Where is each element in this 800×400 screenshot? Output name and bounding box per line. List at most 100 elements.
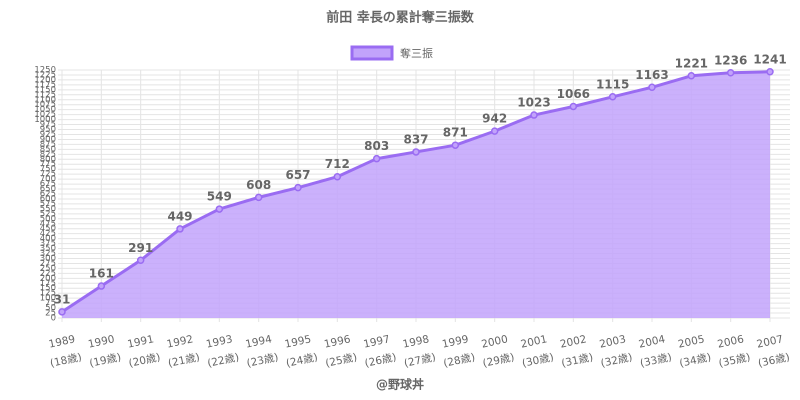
point [451, 141, 460, 149]
data-label: 803 [364, 139, 389, 153]
data-label: 1066 [557, 87, 590, 101]
x-tick-age: (35歳) [718, 351, 752, 369]
y-tick-label: 350 [40, 244, 56, 254]
y-tick-label: 1075 [34, 100, 56, 110]
point [372, 154, 381, 163]
point [254, 193, 263, 202]
y-tick-label: 900 [40, 135, 56, 145]
x-tick-age: (19歳) [88, 351, 122, 369]
x-tick-age: (21歳) [167, 351, 201, 369]
y-tick-label: 800 [40, 155, 56, 165]
y-tick-label: 750 [40, 165, 56, 175]
point [490, 127, 499, 135]
y-tick-label: 325 [40, 249, 56, 259]
x-tick-year: 2003 [598, 333, 627, 350]
x-tick-label: 1997(26歳) [362, 333, 398, 369]
y-tick-label: 1175 [34, 80, 56, 90]
x-tick-label: 1990(19歳) [87, 333, 122, 369]
data-label: 1115 [596, 77, 629, 91]
y-tick-label: 200 [40, 274, 56, 284]
y-tick-label: 175 [40, 279, 56, 289]
x-tick-year: 2006 [716, 333, 745, 350]
chart-title: 前田 幸長の累計奪三振数 [326, 10, 475, 26]
point [530, 111, 538, 119]
x-tick-year: 1995 [284, 333, 313, 350]
y-tick-label: 700 [40, 175, 56, 185]
data-label: 1163 [635, 68, 668, 82]
x-tick-label: 2006(35歳) [716, 333, 752, 369]
data-label: 837 [403, 132, 428, 146]
x-tick-year: 2000 [480, 333, 509, 350]
x-tick-year: 2004 [638, 333, 667, 350]
x-tick-age: (29歳) [482, 351, 516, 369]
y-tick-label: 650 [40, 185, 56, 195]
caption: @野球丼 [376, 377, 424, 392]
y-tick-label: 150 [40, 284, 56, 294]
point [766, 68, 774, 76]
y-tick-label: 50 [45, 304, 56, 314]
x-tick-age: (28歳) [442, 351, 476, 369]
x-tick-age: (36歳) [757, 351, 791, 369]
y-tick-label: 475 [40, 219, 56, 229]
x-tick-age: (26歳) [364, 351, 398, 369]
x-tick-year: 1996 [323, 333, 352, 350]
data-label: 449 [167, 209, 192, 223]
point [569, 102, 578, 111]
data-label: 161 [89, 267, 114, 281]
point [333, 172, 342, 181]
y-tick-label: 575 [40, 199, 56, 209]
x-tick-age: (31歳) [560, 351, 594, 369]
y-tick-label: 1100 [34, 95, 56, 105]
point [136, 256, 145, 265]
data-label: 31 [54, 292, 71, 306]
y-tick-label: 1150 [34, 85, 56, 95]
y-tick-label: 100 [40, 294, 56, 304]
y-tick-label: 450 [40, 224, 56, 234]
y-tick-label: 725 [40, 170, 56, 180]
x-tick-age: (24歳) [285, 351, 319, 369]
x-tick-age: (33歳) [639, 351, 673, 369]
y-tick-label: 525 [40, 209, 56, 219]
y-tick-label: 1225 [34, 70, 56, 80]
x-tick-age: (32歳) [600, 351, 634, 369]
x-tick-year: 1993 [205, 333, 234, 350]
point [608, 93, 617, 101]
point [176, 225, 184, 233]
y-tick-label: 125 [40, 289, 56, 299]
x-tick-year: 2002 [559, 333, 588, 350]
x-tick-year: 2001 [520, 333, 549, 350]
x-tick-age: (20歳) [128, 351, 162, 369]
x-tick-label: 2001(30歳) [520, 333, 555, 369]
data-label: 712 [325, 157, 350, 171]
data-label: 1236 [714, 53, 747, 67]
data-label: 1221 [675, 56, 708, 70]
legend-label[interactable]: 奪三振 [400, 46, 433, 60]
x-tick-label: 2007(36歳) [756, 333, 791, 369]
x-tick-label: 1989(18歳) [48, 333, 83, 369]
x-tick-age: (30歳) [521, 351, 555, 369]
legend-swatch[interactable] [350, 45, 394, 61]
x-tick-year: 1989 [48, 333, 77, 350]
y-tick-label: 1000 [34, 115, 56, 125]
point [687, 72, 696, 80]
point [412, 148, 420, 156]
x-tick-year: 1992 [166, 333, 195, 350]
x-tick-label: 2005(34歳) [677, 333, 712, 369]
y-tick-label: 250 [40, 264, 56, 274]
x-tick-label: 1993(22歳) [205, 333, 240, 369]
data-label: 608 [246, 178, 271, 192]
point [648, 83, 656, 92]
point [215, 205, 224, 213]
x-tick-age: (23歳) [246, 351, 280, 369]
x-tick-label: 1992(21歳) [166, 333, 201, 369]
y-tick-label: 775 [40, 160, 56, 170]
x-tick-age: (34歳) [678, 351, 712, 369]
x-tick-age: (18歳) [49, 351, 83, 369]
x-tick-year: 1999 [441, 333, 470, 350]
x-tick-age: (22歳) [206, 351, 240, 369]
y-tick-label: 675 [40, 180, 56, 190]
data-label: 1023 [517, 96, 550, 110]
y-tick-label: 225 [40, 269, 56, 279]
x-tick-year: 1991 [126, 333, 155, 350]
data-label: 291 [128, 241, 153, 255]
